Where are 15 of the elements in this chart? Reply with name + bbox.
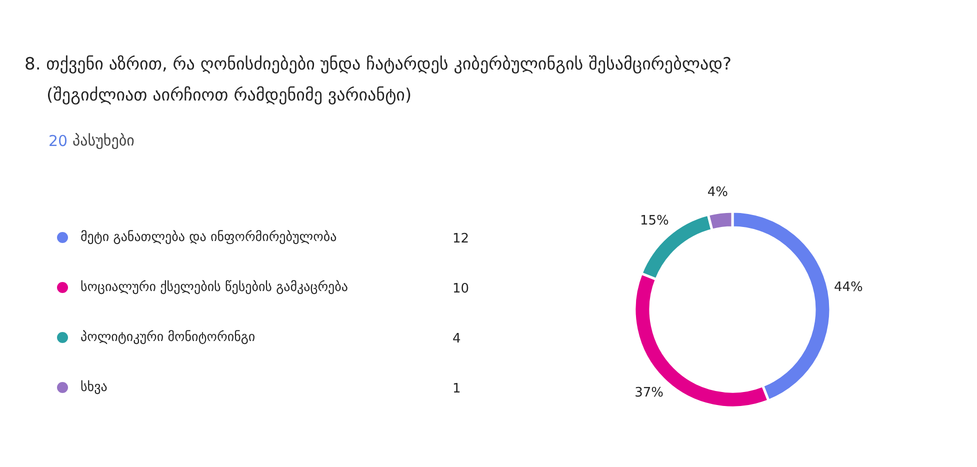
data-label: 44% [834,280,863,295]
data-label: 4% [707,184,728,200]
legend-label: პოლიტიკური მონიტორინგი [80,330,256,345]
data-label: 37% [634,385,664,400]
chart-title: 8. თქვენი აზრით, რა ღონისძიებები უნდა ჩატარდეს კიბერბულინგის შესამცირებლად? [24,54,732,74]
text: 4 [452,332,461,346]
data-label: 15% [640,213,669,228]
text: 12 [452,232,470,246]
text: 1 [452,382,461,396]
text: 10 [452,282,470,296]
legend-label: სხვა [80,380,108,395]
text: 20 პასუხები [48,132,135,150]
legend-label: მეტი განათლება და ინფორმირებულობა [80,230,337,245]
chart-subtitle: (შეგიძლიათ აირჩიოთ რამდენიმე ვარიანტი) [46,86,412,106]
legend-label: სოციალური ქსელების წესების გამკაცრება [80,280,348,295]
